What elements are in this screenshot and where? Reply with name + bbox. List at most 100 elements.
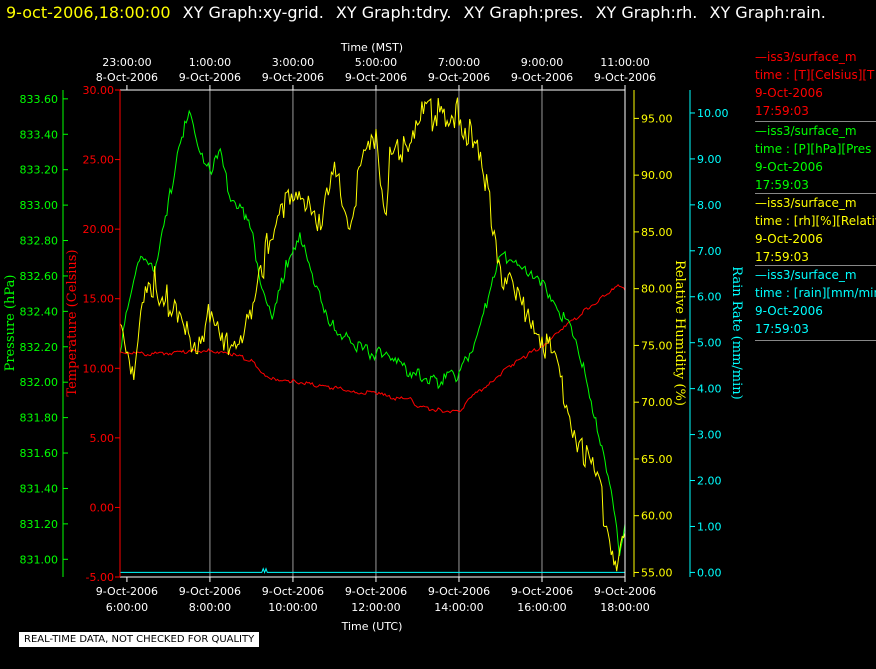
graph-name-xy-grid[interactable]: XY Graph:xy-grid. — [182, 3, 324, 22]
legend-time: 17:59:03 — [755, 104, 809, 118]
bottom-x-tick-date: 9-Oct-2006 — [511, 585, 573, 598]
graph-title-bar: 9-oct-2006,18:00:00 XY Graph:xy-grid. XY… — [6, 3, 826, 22]
temperature-tick-label: 5.00 — [90, 432, 115, 445]
legend-entry-temperature[interactable]: —iss3/surface_m time : [T][Celsius][T 9-… — [755, 48, 876, 120]
temperature-series-line — [119, 284, 626, 414]
legend-separator — [755, 340, 876, 341]
pressure-tick-label: 833.40 — [20, 128, 59, 141]
legend-field: time : [P][hPa][Pres — [755, 142, 872, 156]
bottom-x-tick-time: 8:00:00 — [189, 601, 231, 614]
rain-tick-label: 5.00 — [697, 337, 722, 350]
pressure-tick-label: 831.60 — [20, 447, 59, 460]
legend-date: 9-Oct-2006 — [755, 160, 823, 174]
bottom-x-tick-time: 12:00:00 — [351, 601, 400, 614]
rh-tick-label: 55.00 — [641, 566, 673, 579]
graph-name-rh[interactable]: XY Graph:rh. — [595, 3, 698, 22]
legend-date: 9-Oct-2006 — [755, 304, 823, 318]
bottom-x-tick-time: 14:00:00 — [434, 601, 483, 614]
axes-layer: 23:00:00 8-Oct-2006 1:00:00 9-Oct-2006 3:00:… — [20, 56, 729, 614]
top-x-tick-date: 9-Oct-2006 — [511, 71, 573, 84]
legend-field: time : [rain][mm/min — [755, 286, 876, 300]
bottom-x-tick-time: 10:00:00 — [268, 601, 317, 614]
pressure-tick-label: 833.60 — [20, 93, 59, 106]
rain-tick-label: 8.00 — [697, 199, 722, 212]
bottom-x-tick-date: 9-Oct-2006 — [262, 585, 324, 598]
rh-axis-title: Relative Humidity (%) — [672, 260, 687, 406]
top-x-tick-time: 9:00:00 — [521, 56, 563, 69]
graph-name-tdry[interactable]: XY Graph:tdry. — [335, 3, 452, 22]
rh-tick-label: 80.00 — [641, 283, 673, 296]
pressure-tick-label: 832.00 — [20, 376, 59, 389]
pressure-tick-label: 831.20 — [20, 518, 59, 531]
rain-tick-label: 10.00 — [697, 107, 729, 120]
legend-name: —iss3/surface_m — [755, 196, 857, 210]
rain-tick-label: 1.00 — [697, 520, 722, 533]
rain-axis-title: Rain Rate (mm/min) — [729, 266, 744, 399]
temperature-tick-label: 15.00 — [83, 293, 115, 306]
pressure-tick-label: 832.60 — [20, 270, 59, 283]
bottom-x-tick-date: 9-Oct-2006 — [179, 585, 241, 598]
pressure-tick-label: 832.20 — [20, 341, 59, 354]
pressure-tick-label: 832.40 — [20, 305, 59, 318]
series-layer — [119, 97, 626, 574]
rain-series-line — [120, 567, 625, 574]
temperature-tick-label: 10.00 — [83, 362, 115, 375]
pressure-tick-label: 831.80 — [20, 412, 59, 425]
legend-time: 17:59:03 — [755, 178, 809, 192]
legend-entry-pressure[interactable]: —iss3/surface_m time : [P][hPa][Pres 9-O… — [755, 121, 876, 194]
top-x-tick-date: 9-Oct-2006 — [428, 71, 490, 84]
plot-frame — [119, 89, 626, 578]
temperature-axis-title: Temperature (Celsius) — [65, 249, 80, 396]
rain-tick-label: 2.00 — [697, 475, 722, 488]
rh-tick-label: 90.00 — [641, 169, 673, 182]
grid-layer — [209, 90, 543, 577]
rain-tick-label: 0.00 — [697, 566, 722, 579]
legend-date: 9-Oct-2006 — [755, 86, 823, 100]
legend-name: —iss3/surface_m — [755, 268, 857, 282]
legend-field: time : [T][Celsius][T — [755, 68, 875, 82]
legend-entry-rain[interactable]: —iss3/surface_m time : [rain][mm/min 9-O… — [755, 265, 876, 341]
temperature-tick-label: 25.00 — [83, 154, 115, 167]
rh-tick-label: 95.00 — [641, 112, 673, 125]
pressure-tick-label: 831.40 — [20, 482, 59, 495]
pressure-tick-label: 833.20 — [20, 164, 59, 177]
rh-tick-label: 75.00 — [641, 339, 673, 352]
rain-tick-label: 7.00 — [697, 245, 722, 258]
temperature-tick-label: 30.00 — [83, 84, 115, 97]
quality-warning-label: REAL-TIME DATA, NOT CHECKED FOR QUALITY — [19, 632, 260, 647]
rh-tick-label: 60.00 — [641, 510, 673, 523]
pressure-tick-label: 833.00 — [20, 199, 59, 212]
legend-date: 9-Oct-2006 — [755, 232, 823, 246]
rh-tick-label: 65.00 — [641, 453, 673, 466]
temperature-tick-label: 0.00 — [90, 501, 115, 514]
bottom-x-tick-date: 9-Oct-2006 — [96, 585, 158, 598]
pressure-series-line — [119, 109, 626, 556]
top-x-tick-time: 5:00:00 — [355, 56, 397, 69]
rain-tick-label: 3.00 — [697, 429, 722, 442]
graph-name-rain[interactable]: XY Graph:rain. — [709, 3, 826, 22]
bottom-xaxis-title: Time (UTC) — [341, 620, 403, 633]
legend-entry-rh[interactable]: —iss3/surface_m time : [rh][%][Relativ 9… — [755, 193, 876, 266]
top-x-tick-date: 8-Oct-2006 — [96, 71, 158, 84]
timestamp-label: 9-oct-2006,18:00:00 — [6, 3, 171, 22]
bottom-x-tick-time: 16:00:00 — [517, 601, 566, 614]
legend-separator — [755, 121, 876, 122]
graph-name-pres[interactable]: XY Graph:pres. — [463, 3, 584, 22]
temperature-tick-label: 20.00 — [83, 223, 115, 236]
top-x-tick-date: 9-Oct-2006 — [179, 71, 241, 84]
rain-tick-label: 4.00 — [697, 383, 722, 396]
rh-series-line — [119, 97, 626, 572]
top-x-tick-date: 9-Oct-2006 — [345, 71, 407, 84]
bottom-x-tick-time: 6:00:00 — [106, 601, 148, 614]
top-x-tick-time: 3:00:00 — [272, 56, 314, 69]
bottom-x-tick-date: 9-Oct-2006 — [428, 585, 490, 598]
rain-tick-label: 6.00 — [697, 291, 722, 304]
legend-time: 17:59:03 — [755, 250, 809, 264]
top-x-tick-time: 11:00:00 — [600, 56, 649, 69]
top-x-tick-date: 9-Oct-2006 — [262, 71, 324, 84]
rain-tick-label: 9.00 — [697, 153, 722, 166]
top-x-tick-time: 23:00:00 — [102, 56, 151, 69]
pressure-axis-title: Pressure (hPa) — [3, 275, 18, 372]
top-xaxis-title: Time (MST) — [340, 41, 403, 54]
rh-tick-label: 70.00 — [641, 396, 673, 409]
